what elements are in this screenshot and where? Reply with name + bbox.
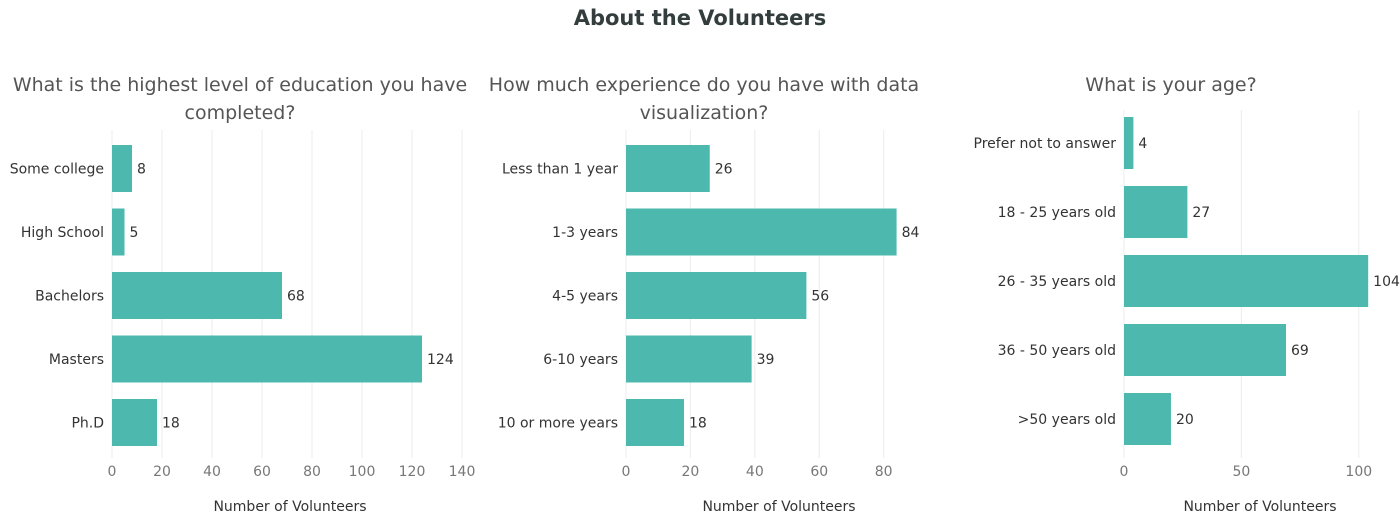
tick-label: 80 [875,464,893,480]
bar[interactable] [1124,393,1171,445]
data-label: 69 [1291,343,1309,359]
category-label: 18 - 25 years old [998,205,1116,221]
bar[interactable] [112,272,282,319]
bar[interactable] [112,399,157,446]
education-chart: What is the highest level of education y… [10,74,476,515]
bar[interactable] [112,145,132,192]
bar[interactable] [112,335,422,383]
tick-label: 120 [399,464,426,480]
category-label: Some college [10,162,104,178]
category-label: 4-5 years [552,289,618,305]
category-label: Bachelors [35,289,104,305]
data-label: 39 [757,352,775,368]
bar[interactable] [626,335,752,383]
data-label: 84 [902,225,920,241]
tick-label: 0 [108,464,117,480]
tick-label: 0 [1120,464,1129,480]
bar[interactable] [1124,255,1369,307]
bar[interactable] [626,145,710,192]
bar[interactable] [626,208,897,256]
page-title: About the Volunteers [573,6,827,30]
data-label: 18 [162,416,180,432]
experience-chart: How much experience do you have with dat… [489,74,920,515]
data-label: 68 [287,289,305,305]
chart-title: What is your age? [1085,74,1256,96]
bar[interactable] [1124,186,1188,238]
age-chart: What is your age? 0 50 100 Prefer not to ans… [974,74,1400,515]
chart-title: How much experience do you have with dat… [489,74,919,96]
bar[interactable] [1124,324,1286,376]
data-label: 4 [1138,136,1147,152]
tick-label: 20 [682,464,700,480]
data-label: 26 [715,162,733,178]
x-axis-title: Number of Volunteers [1183,499,1336,515]
tick-label: 40 [203,464,221,480]
data-label: 5 [130,225,139,241]
data-label: 27 [1192,205,1210,221]
tick-label: 40 [746,464,764,480]
data-label: 20 [1176,412,1194,428]
category-label: 36 - 50 years old [998,343,1116,359]
data-label: 8 [137,162,146,178]
data-label: 56 [811,289,829,305]
data-label: 104 [1373,274,1400,290]
data-label: 18 [689,416,707,432]
category-label: Prefer not to answer [974,136,1117,152]
bar[interactable] [1124,117,1134,169]
data-label: 124 [427,352,454,368]
tick-label: 50 [1232,464,1250,480]
x-axis-title: Number of Volunteers [213,499,366,515]
chart-title: visualization? [640,102,769,124]
tick-label: 20 [153,464,171,480]
tick-label: 60 [810,464,828,480]
category-label: >50 years old [1018,412,1116,428]
category-label: High School [21,225,104,241]
tick-label: 140 [449,464,476,480]
tick-label: 0 [622,464,631,480]
category-label: 26 - 35 years old [998,274,1116,290]
category-label: 1-3 years [552,225,618,241]
x-axis-title: Number of Volunteers [702,499,855,515]
category-label: 6-10 years [543,352,618,368]
bar[interactable] [626,272,807,319]
bar[interactable] [112,208,125,256]
category-label: Less than 1 year [502,162,618,178]
tick-label: 60 [253,464,271,480]
category-label: 10 or more years [498,416,618,432]
tick-label: 100 [1345,464,1372,480]
chart-title: What is the highest level of education y… [13,74,467,96]
chart-title: completed? [185,102,296,124]
bar[interactable] [626,399,684,446]
category-label: Masters [49,352,104,368]
tick-label: 100 [349,464,376,480]
tick-label: 80 [303,464,321,480]
category-label: Ph.D [71,416,104,432]
